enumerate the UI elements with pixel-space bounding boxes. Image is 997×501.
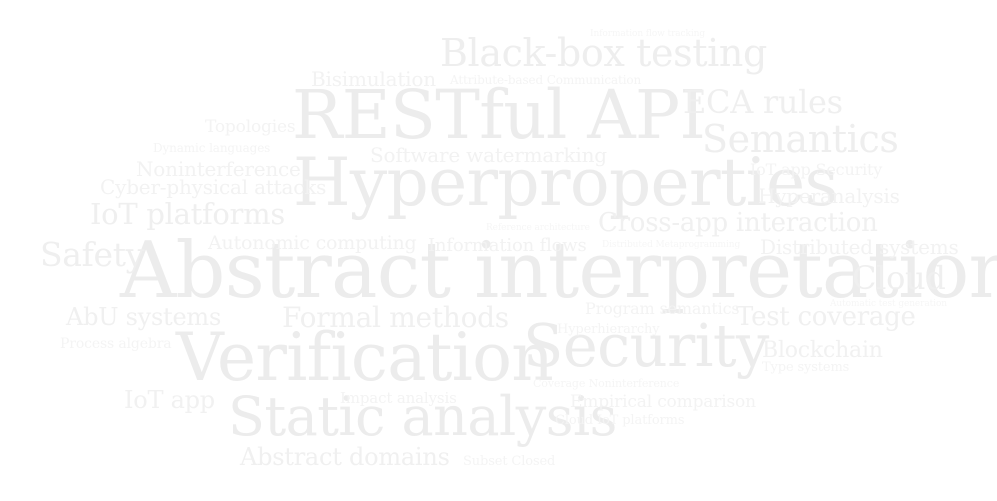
word-cloud: Cloud (852, 259, 946, 297)
word-semantics: Semantics (702, 117, 899, 161)
word-static-analysis: Static analysis (228, 385, 617, 448)
word-distributed-systems: Distributed systems (760, 235, 959, 259)
word-noninterference: Noninterference (136, 157, 301, 181)
word-safety: Safety (40, 235, 144, 274)
word-cyber-physical-attacks: Cyber-physical attacks (100, 175, 327, 199)
word-hyperproperties: Hyperproperties (293, 144, 838, 221)
word-security: Security (523, 311, 769, 380)
word-coverage-noninterference: Coverage Noninterference (533, 377, 680, 390)
word-topologies: Topologies (205, 117, 296, 137)
word-blockchain: Blockchain (762, 338, 883, 363)
word-iot-app-security: IoT app Security (750, 160, 883, 179)
word-attribute-based-communication: Attribute-based Communication (450, 73, 642, 87)
word-test-coverage: Test coverage (736, 302, 916, 332)
word-restful-api: RESTful API (292, 76, 706, 154)
word-information-flows: Information flows (428, 235, 587, 256)
word-program-semantics: Program semantics (585, 299, 740, 318)
word-process-algebra: Process algebra (60, 336, 172, 352)
word-abstract-domains: Abstract domains (240, 443, 450, 471)
word-distributed-metaprogramming: Distributed Metaprogramming (602, 240, 741, 250)
word-abu-systems: AbU systems (66, 303, 222, 331)
word-hyperanalysis: Hyperanalysis (758, 184, 900, 208)
word-black-box-testing: Black-box testing (440, 31, 767, 75)
word-type-systems: Type systems (762, 360, 850, 375)
word-automatic-test-generation: Automatic test generation (830, 299, 948, 309)
word-hyperhierarchy: Hyperhierarchy (557, 322, 660, 337)
word-information-flow-tracking: Information flow tracking (590, 29, 706, 39)
word-iot-app: IoT app (124, 386, 215, 414)
word-reference-architecture: Reference architecture (486, 223, 590, 233)
word-software-watermarking: Software watermarking (370, 143, 607, 167)
word-cloud-iot-platforms: Cloud IoT platforms (555, 413, 685, 428)
word-eca-rules: ECA rules (683, 83, 843, 121)
word-bisimulation: Bisimulation (311, 67, 436, 91)
word-subset-closed: Subset Closed (463, 454, 556, 469)
word-iot-platforms: IoT platforms (90, 197, 285, 231)
word-verification: Verification (176, 319, 554, 396)
word-empirical-comparison: Empirical comparison (570, 392, 756, 412)
word-dynamic-languages: Dynamic languages (153, 141, 271, 155)
word-impact-analysis: Impact analysis (340, 389, 457, 407)
word-autonomic-computing: Autonomic computing (208, 232, 417, 254)
word-formal-methods: Formal methods (282, 301, 509, 334)
word-cross-app-interaction: Cross-app interaction (598, 208, 878, 238)
word-abstract-interpretation: Abstract interpretation (120, 226, 997, 316)
